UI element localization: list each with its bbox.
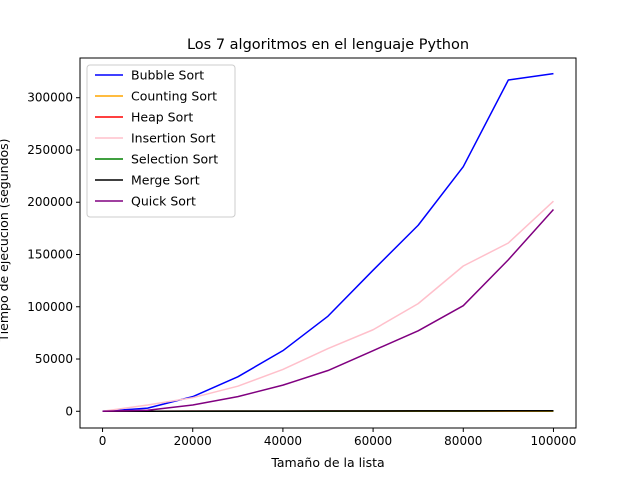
- legend-label-merge-sort: Merge Sort: [131, 173, 200, 188]
- series-lines: [102, 72, 555, 413]
- x-tick-label: 80000: [444, 434, 482, 448]
- legend-label-heap-sort: Heap Sort: [131, 110, 193, 125]
- series-line-insertion-sort: [102, 200, 554, 413]
- y-tick-label: 50000: [35, 352, 73, 366]
- legend-label-selection-sort: Selection Sort: [131, 152, 218, 167]
- x-tick-label: 60000: [354, 434, 392, 448]
- y-tick-label: 100000: [27, 300, 73, 314]
- plot-area: [79, 57, 577, 429]
- x-tick-label: 0: [99, 434, 107, 448]
- legend-label-counting-sort: Counting Sort: [131, 89, 217, 104]
- x-tick-label: 40000: [264, 434, 302, 448]
- series-line-merge-sort: [102, 410, 554, 413]
- y-tick-label: 150000: [27, 247, 73, 261]
- y-tick-label: 250000: [27, 143, 73, 157]
- y-tick-label: 300000: [27, 91, 73, 105]
- y-axis: 0 50000 100000 150000 200000 250000 300000: [27, 91, 80, 418]
- legend: Bubble Sort Counting Sort Heap Sort Inserti…: [86, 64, 236, 218]
- series-line-quick-sort: [102, 209, 555, 413]
- legend-box: [86, 64, 236, 218]
- y-axis-title: Tiempo de ejecución (segundos): [0, 138, 11, 342]
- x-tick-label: 20000: [174, 434, 212, 448]
- legend-label-bubble-sort: Bubble Sort: [131, 68, 204, 83]
- chart-title: Los 7 algoritmos en el lenguaje Python: [187, 37, 469, 53]
- x-axis-title: Tamaño de la lista: [270, 455, 384, 470]
- x-axis: 0 20000 40000 60000 80000 100000: [99, 428, 577, 448]
- y-tick-label: 0: [65, 404, 73, 418]
- x-tick-label: 100000: [531, 434, 577, 448]
- legend-label-quick-sort: Quick Sort: [131, 194, 196, 209]
- legend-label-insertion-sort: Insertion Sort: [131, 131, 216, 146]
- y-tick-label: 200000: [27, 195, 73, 209]
